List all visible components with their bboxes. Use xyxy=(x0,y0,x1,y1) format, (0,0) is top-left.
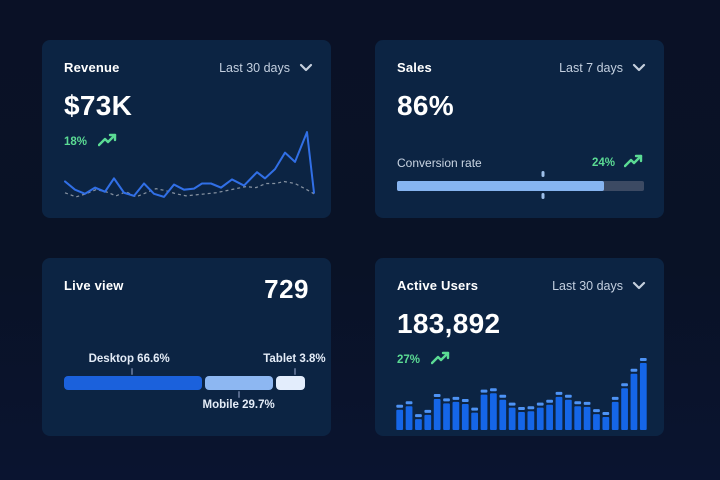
trend-up-icon xyxy=(430,351,451,368)
progress-target-marker-bottom xyxy=(541,193,545,199)
trend-up-icon xyxy=(97,133,118,150)
revenue-delta-value: 18% xyxy=(64,135,88,148)
segment-desktop xyxy=(64,376,202,390)
segment-ticks-top xyxy=(64,367,311,376)
segment-tablet xyxy=(275,376,306,390)
segment-tick-tablet xyxy=(294,368,297,375)
revenue-delta: 18% xyxy=(64,133,118,150)
active-users-card: Active Users Last 30 days 183,892 27% xyxy=(375,258,664,436)
progress-target-marker-top xyxy=(541,171,545,177)
sales-range-label: Last 7 days xyxy=(559,60,623,75)
active-users-value: 183,892 xyxy=(397,308,501,339)
live-view-value: 729 xyxy=(264,274,309,304)
revenue-card: Revenue Last 30 days $73K 18% xyxy=(42,40,331,218)
segmented-bar xyxy=(64,376,311,390)
segment-label-desktop: Desktop 66.6% xyxy=(88,353,170,365)
sales-value: 86% xyxy=(397,90,454,121)
device-split-chart: Desktop 66.6% Tablet 3.8% Mobile 29.7% xyxy=(64,353,326,413)
sales-title: Sales xyxy=(397,60,432,75)
chevron-down-icon xyxy=(632,63,646,72)
active-users-bar-chart xyxy=(396,358,647,430)
segment-tick-desktop xyxy=(131,368,134,375)
dashboard-grid: Revenue Last 30 days $73K 18% Sales Last… xyxy=(42,40,664,436)
conversion-progress xyxy=(397,171,644,199)
segment-label-tablet: Tablet 3.8% xyxy=(263,353,326,365)
active-users-delta-value: 27% xyxy=(397,353,421,366)
trend-up-icon xyxy=(623,154,644,171)
segment-labels-top: Desktop 66.6% Tablet 3.8% xyxy=(64,353,326,367)
segment-tick-mobile xyxy=(237,391,240,398)
conversion-rate-label: Conversion rate xyxy=(397,155,482,170)
segment-label-mobile: Mobile 29.7% xyxy=(202,399,275,411)
revenue-line-chart xyxy=(64,131,315,198)
chevron-down-icon xyxy=(632,281,646,290)
segment-labels-bottom: Mobile 29.7% xyxy=(64,399,311,413)
revenue-title: Revenue xyxy=(64,60,120,75)
sales-delta: 24% xyxy=(592,154,644,171)
sales-delta-value: 24% xyxy=(591,156,615,169)
chevron-down-icon xyxy=(299,63,313,72)
segment-ticks-bottom xyxy=(64,390,311,399)
revenue-range-dropdown[interactable]: Last 30 days xyxy=(219,61,313,75)
segment-mobile xyxy=(204,376,273,390)
revenue-value: $73K xyxy=(64,90,133,121)
progress-fill xyxy=(397,181,605,191)
active-users-title: Active Users xyxy=(397,278,479,293)
progress-track xyxy=(397,181,644,191)
sales-card: Sales Last 7 days 86% Conversion rate 24… xyxy=(375,40,664,218)
active-users-range-dropdown[interactable]: Last 30 days xyxy=(552,279,646,293)
active-users-range-label: Last 30 days xyxy=(552,278,623,293)
live-view-card: Live view 729 Desktop 66.6% Tablet 3.8% M… xyxy=(42,258,331,436)
live-view-title: Live view xyxy=(64,278,124,293)
sales-range-dropdown[interactable]: Last 7 days xyxy=(559,61,646,75)
active-users-delta: 27% xyxy=(397,351,451,368)
revenue-range-label: Last 30 days xyxy=(219,60,290,75)
